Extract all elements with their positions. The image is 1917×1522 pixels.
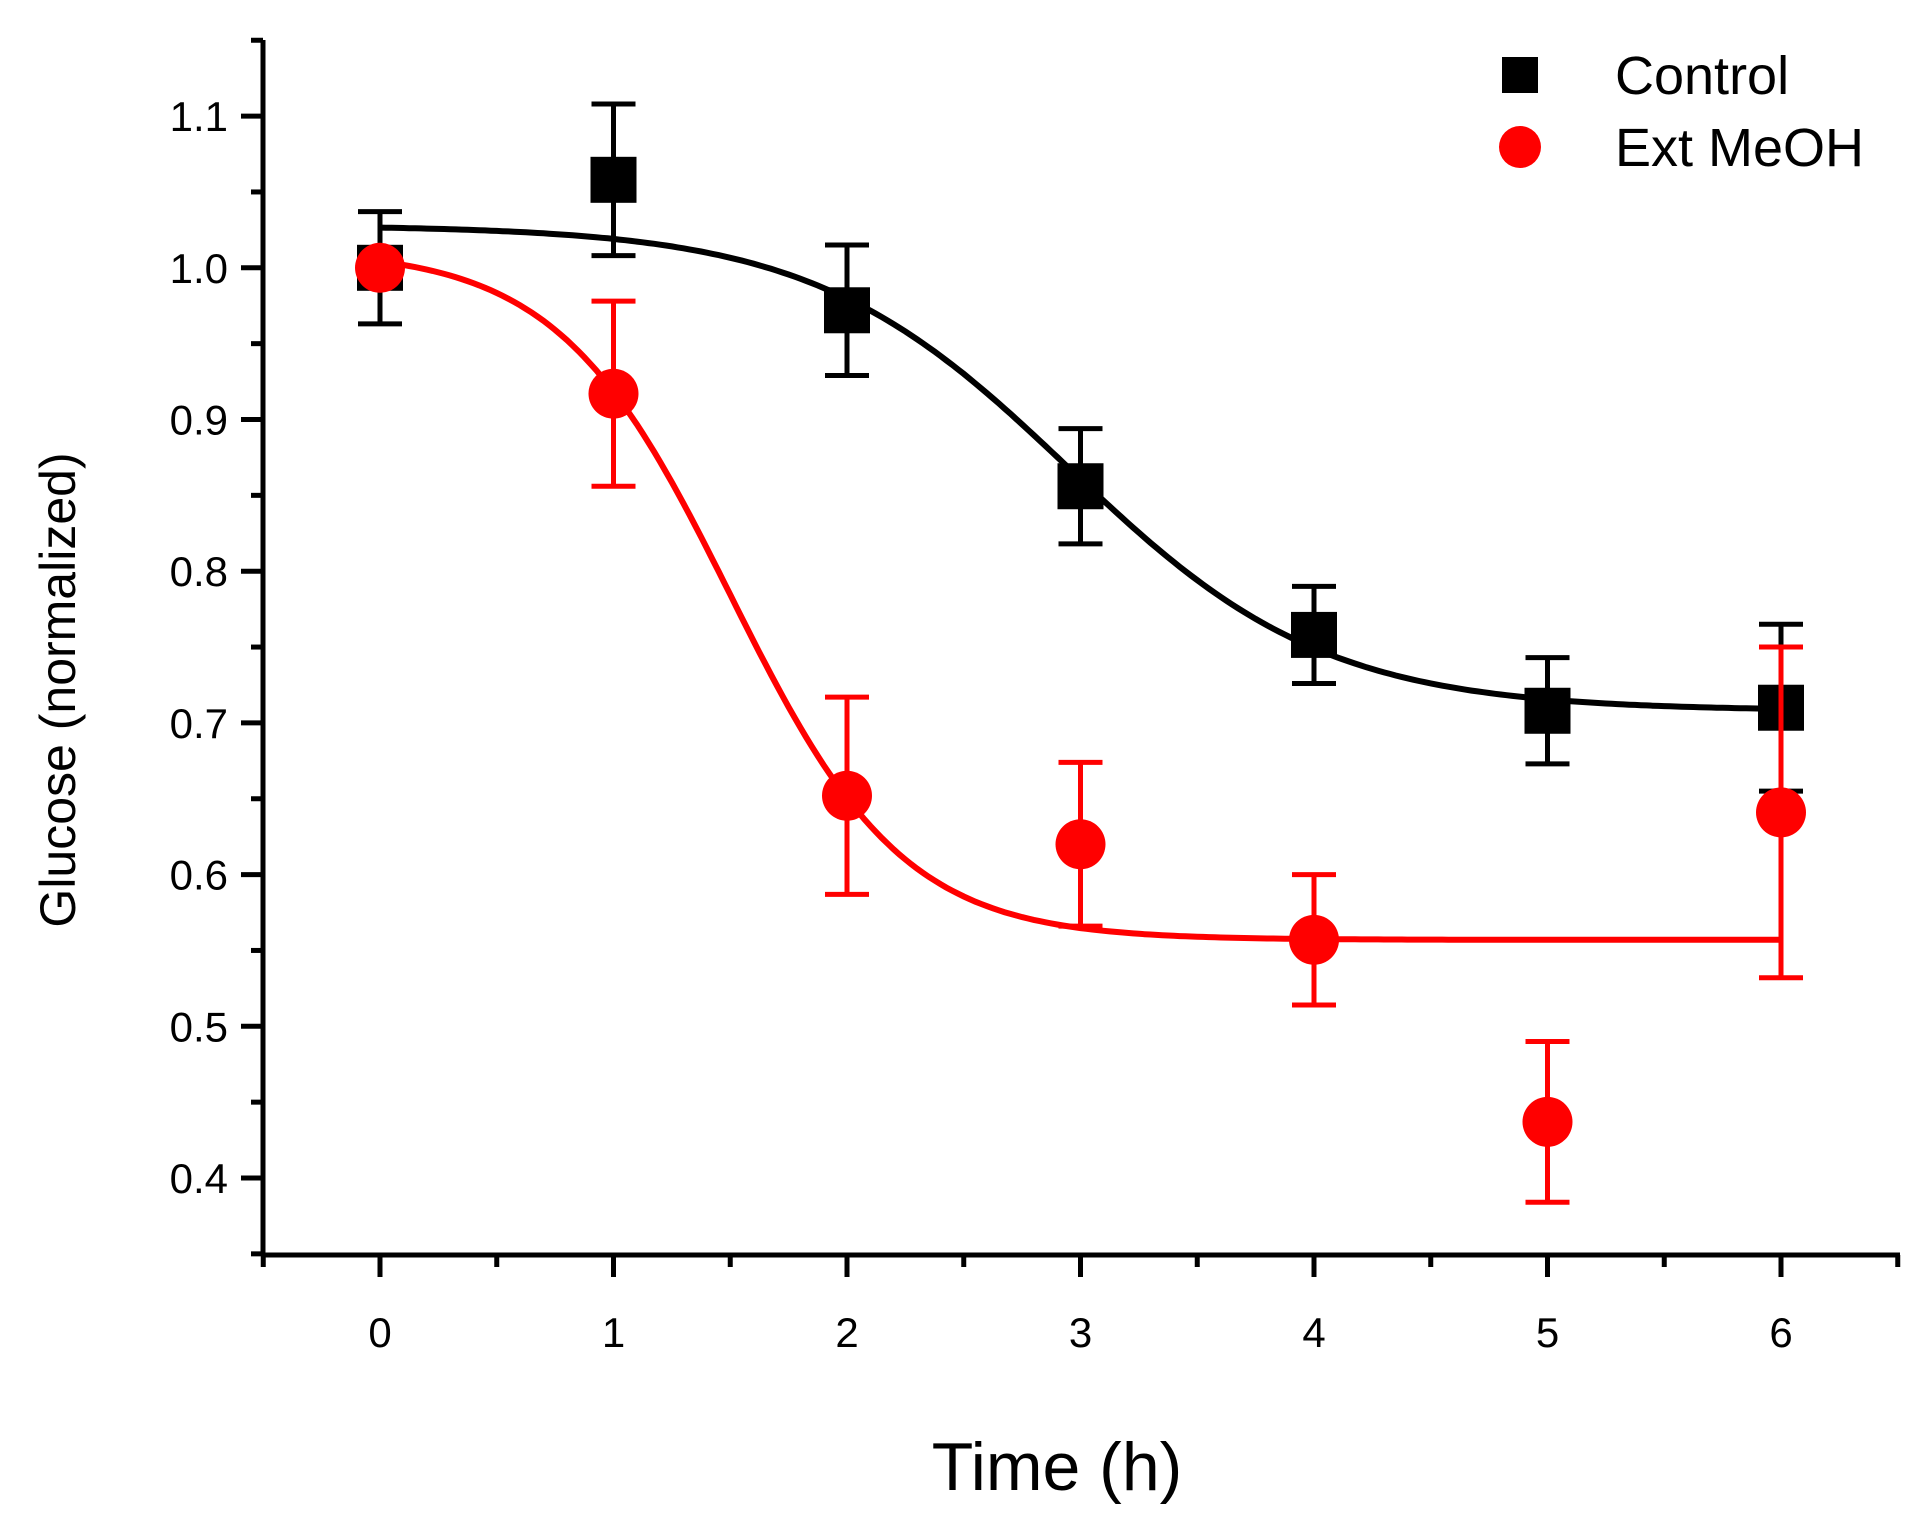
y-tick-label: 0.6 xyxy=(170,852,228,899)
point-ext-meoh xyxy=(1055,819,1106,870)
point-ext-meoh xyxy=(355,242,405,293)
y-tick-label: 0.7 xyxy=(170,700,228,747)
point-ext-meoh xyxy=(822,770,872,821)
legend-label-ext-meoh: Ext MeOH xyxy=(1615,118,1864,178)
legend: Control Ext MeOH xyxy=(1499,46,1864,178)
y-axis-title: Glucose (normalized) xyxy=(30,452,86,927)
point-control xyxy=(1524,687,1571,734)
point-control xyxy=(1057,463,1104,510)
y-tick-label: 0.9 xyxy=(170,397,228,444)
x-axis-title: Time (h) xyxy=(932,1429,1183,1505)
x-tick-label: 1 xyxy=(602,1309,625,1356)
y-tick-label: 0.5 xyxy=(170,1003,228,1050)
point-control xyxy=(590,156,637,203)
x-tick-label: 4 xyxy=(1302,1309,1325,1356)
point-ext-meoh xyxy=(1756,787,1806,838)
x-tick-label: 0 xyxy=(368,1309,391,1356)
point-control xyxy=(824,287,870,334)
x-tick-label: 6 xyxy=(1769,1309,1792,1356)
legend-marker-ext-meoh xyxy=(1499,126,1541,168)
y-tick-label: 1.0 xyxy=(170,245,228,292)
point-ext-meoh xyxy=(1289,914,1339,965)
axes: 0.4 0.5 0.6 0.7 0.8 0.9 1.0 1.1 0 1 2 3 4 5 6 xyxy=(170,37,1901,1356)
x-tick-label: 5 xyxy=(1536,1309,1559,1356)
y-tick-label: 1.1 xyxy=(170,93,228,140)
point-ext-meoh xyxy=(1522,1096,1573,1147)
point-ext-meoh xyxy=(588,368,639,419)
x-tick-label: 3 xyxy=(1069,1309,1092,1356)
legend-marker-control xyxy=(1502,57,1538,93)
legend-label-control: Control xyxy=(1615,46,1789,106)
x-tick-label: 2 xyxy=(835,1309,858,1356)
data-points xyxy=(355,101,1806,1205)
y-tick-label: 0.8 xyxy=(170,548,228,595)
y-tick-label: 0.4 xyxy=(170,1155,228,1202)
point-control xyxy=(1291,611,1337,658)
